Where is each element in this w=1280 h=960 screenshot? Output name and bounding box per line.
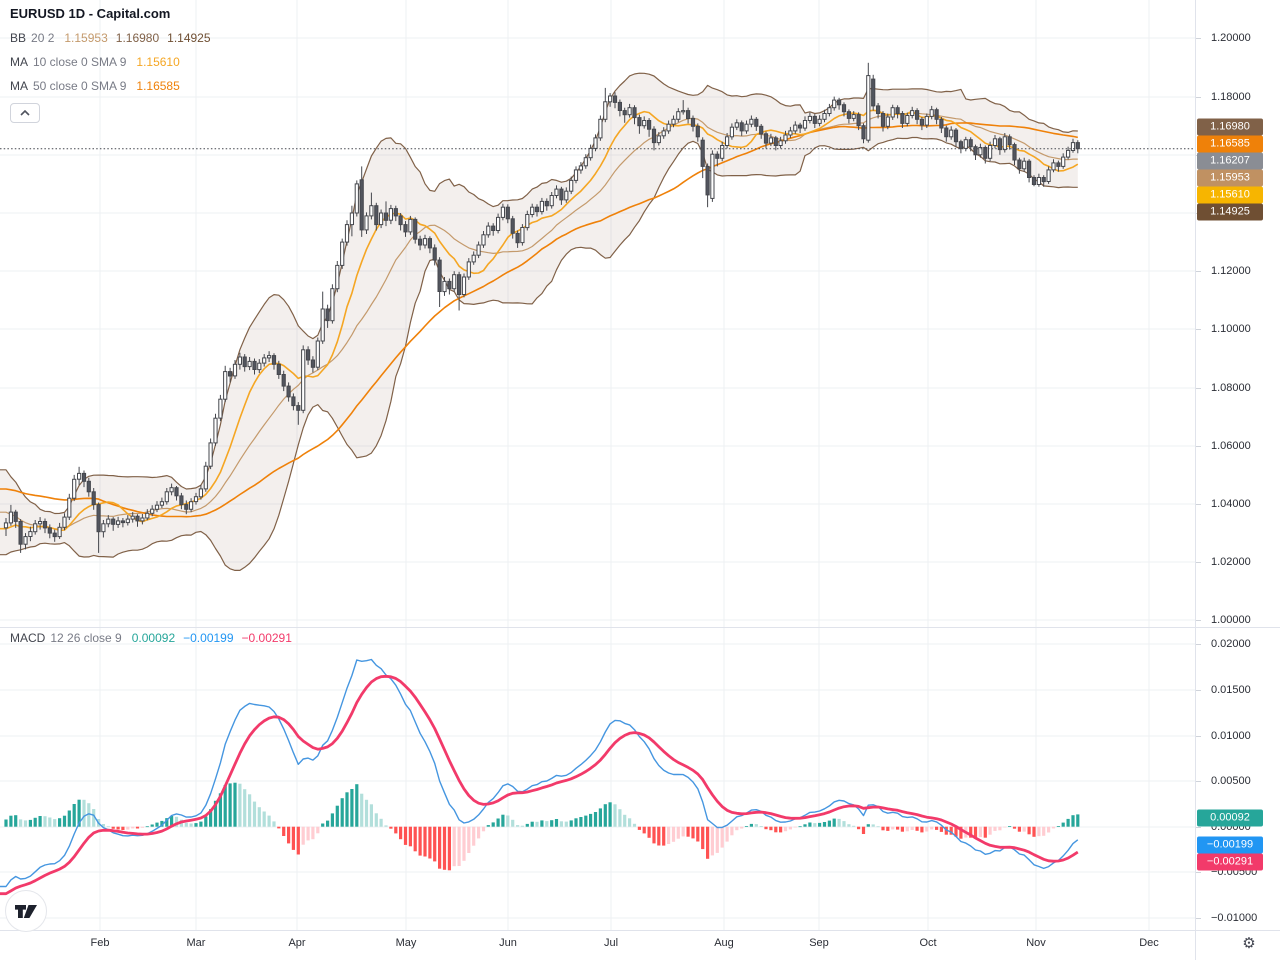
axis-tick: [1195, 827, 1201, 828]
month-label: Aug: [714, 937, 734, 949]
price-badge: 1.14925: [1197, 203, 1263, 221]
axis-price-label: 0.02000: [1211, 638, 1251, 650]
settings-gear-icon[interactable]: ⚙: [1242, 935, 1256, 952]
macd-hist-value: 0.00092: [131, 631, 176, 645]
price-axis[interactable]: 1.200001.180001.160001.140001.120001.100…: [1195, 0, 1280, 960]
price-badge: 1.15953: [1197, 169, 1263, 187]
axis-price-label: 1.00000: [1211, 614, 1251, 626]
time-axis[interactable]: Feb Mar Apr May Jun Jul Aug Sep Oct Nov Dec: [0, 930, 1280, 960]
collapse-indicators-button[interactable]: [10, 103, 40, 123]
axis-tick: [1195, 97, 1201, 98]
axis-tick: [1195, 690, 1201, 691]
macd-params: 12 26 close 9: [50, 631, 122, 645]
macd-badge: 0.00092: [1197, 809, 1263, 827]
pane-divider[interactable]: [0, 627, 1280, 628]
price-badge: 1.16207: [1197, 152, 1263, 170]
price-axis-divider: [1195, 0, 1196, 960]
symbol-title[interactable]: EURUSD 1D - Capital.com: [10, 6, 171, 21]
macd-signal-line: [0, 674, 1079, 896]
axis-tick: [1195, 644, 1201, 645]
month-label: Jun: [499, 937, 517, 949]
bb-params: 20 2: [31, 31, 55, 45]
axis-price-label: 1.20000: [1211, 32, 1251, 44]
macd-histogram: [4, 782, 1080, 871]
bb-name: BB: [10, 31, 27, 45]
price-pane-canvas[interactable]: [0, 0, 1195, 627]
ma50-name: MA: [10, 79, 28, 93]
ma50-value: 1.16585: [136, 79, 180, 93]
month-label: Jul: [603, 937, 619, 949]
axis-price-label: −0.01000: [1211, 912, 1258, 924]
axis-tick: [1195, 562, 1201, 563]
axis-price-label: 1.12000: [1211, 265, 1251, 277]
bollinger-fill: [0, 73, 1078, 571]
ma10-params: 10 close 0 SMA 9: [33, 55, 127, 69]
chevron-up-icon: [20, 110, 30, 116]
price-badge: 1.16585: [1197, 135, 1263, 153]
axis-price-label: 1.02000: [1211, 556, 1251, 568]
axis-tick: [1195, 446, 1201, 447]
axis-price-label: 1.18000: [1211, 91, 1251, 103]
price-badge: 1.16980: [1197, 118, 1263, 136]
axis-tick: [1195, 918, 1201, 919]
month-label: Apr: [288, 937, 306, 949]
axis-tick: [1195, 736, 1201, 737]
axis-price-label: 1.10000: [1211, 323, 1251, 335]
macd-line: [0, 658, 1079, 888]
ma10-line: [0, 109, 1079, 532]
axis-price-label: 0.01000: [1211, 730, 1251, 742]
month-label: Feb: [90, 937, 110, 949]
price-badge: 1.15610: [1197, 186, 1263, 204]
ma10-name: MA: [10, 55, 28, 69]
month-label: Sep: [809, 937, 829, 949]
month-label: Oct: [919, 937, 937, 949]
axis-tick: [1195, 388, 1201, 389]
axis-tick: [1195, 872, 1201, 873]
macd-legend-row[interactable]: MACD 12 26 close 9 0.00092 −0.00199 −0.00291: [10, 631, 300, 645]
axis-price-label: 1.08000: [1211, 382, 1251, 394]
month-label: Nov: [1026, 937, 1046, 949]
macd-signal-value: −0.00291: [241, 631, 292, 645]
axis-tick: [1195, 271, 1201, 272]
bb-basis-value: 1.15953: [64, 31, 108, 45]
legend-row-ma10[interactable]: MA 10 close 0 SMA 9 1.15610: [10, 53, 219, 77]
candles-layer: [3, 62, 1080, 553]
ma50-line: [0, 122, 1078, 518]
axis-price-label: 1.06000: [1211, 440, 1251, 452]
axis-tick: [1195, 329, 1201, 330]
axis-tick: [1195, 781, 1201, 782]
macd-line-value: −0.00199: [183, 631, 234, 645]
time-axis-divider: [0, 930, 1280, 931]
month-label: Dec: [1139, 937, 1159, 949]
bb-lower-value: 1.14925: [167, 31, 211, 45]
bb-upper-value: 1.16980: [115, 31, 160, 45]
macd-pane-canvas[interactable]: [0, 627, 1195, 930]
month-label: Mar: [186, 937, 206, 949]
axis-tick: [1195, 504, 1201, 505]
macd-badge: −0.00291: [1197, 853, 1263, 871]
macd-badge: −0.00199: [1197, 836, 1263, 854]
legend-row-ma50[interactable]: MA 50 close 0 SMA 9 1.16585: [10, 77, 219, 101]
indicator-legend: EURUSD 1D - Capital.com BB 20 2 1.15953 1.1…: [10, 6, 219, 123]
month-label: May: [395, 937, 417, 949]
tradingview-logo[interactable]: [4, 889, 48, 933]
axis-price-label: 0.00500: [1211, 775, 1251, 787]
ma10-value: 1.15610: [136, 55, 180, 69]
axis-tick: [1195, 38, 1201, 39]
axis-price-label: 1.04000: [1211, 498, 1251, 510]
axis-price-label: 0.01500: [1211, 684, 1251, 696]
axis-tick: [1195, 620, 1201, 621]
macd-name: MACD: [10, 631, 46, 645]
ma50-params: 50 close 0 SMA 9: [33, 79, 127, 93]
legend-row-bb[interactable]: BB 20 2 1.15953 1.16980 1.14925: [10, 29, 219, 53]
